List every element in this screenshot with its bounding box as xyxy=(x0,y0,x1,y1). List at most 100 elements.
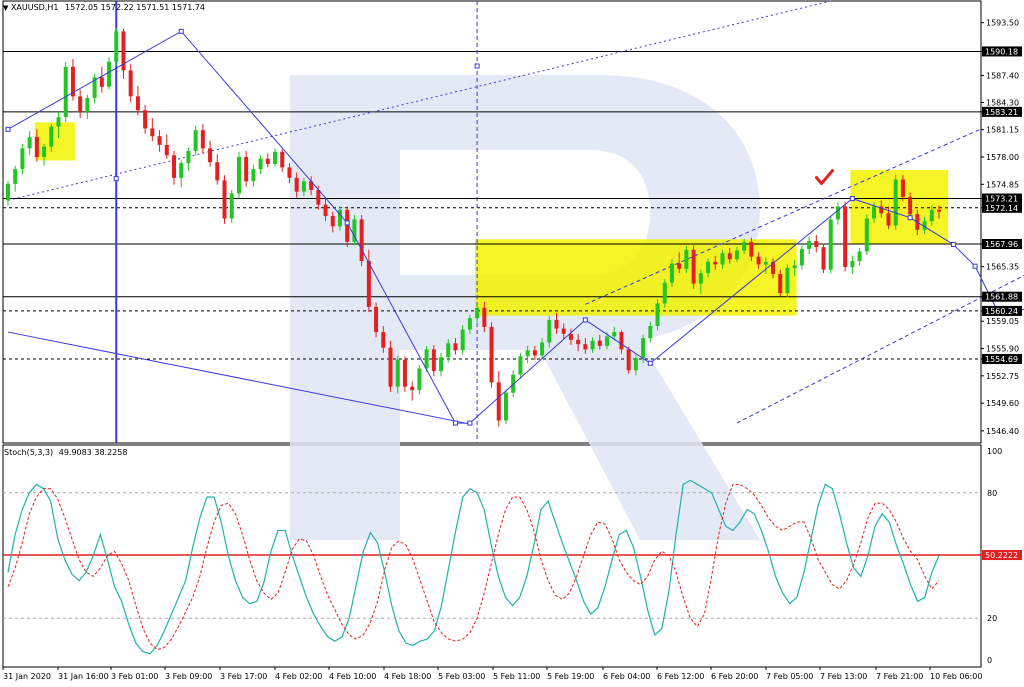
candle-body xyxy=(662,282,667,304)
wave-node xyxy=(972,263,978,269)
candle-body xyxy=(864,218,869,252)
candle xyxy=(900,175,905,202)
candle xyxy=(150,118,155,142)
candle xyxy=(121,28,126,79)
trend-lines xyxy=(7,0,1024,443)
candle xyxy=(107,57,112,90)
candle xyxy=(908,192,913,219)
candle-body xyxy=(374,306,379,333)
candle-body xyxy=(114,31,119,62)
candle-body xyxy=(900,179,905,197)
candle xyxy=(34,129,39,162)
candle xyxy=(662,279,667,308)
candle xyxy=(727,248,732,264)
candle xyxy=(143,105,148,134)
price-label: 1583.21 xyxy=(985,108,1018,117)
candle xyxy=(583,338,588,354)
yellow-zones xyxy=(34,122,949,316)
wave-node xyxy=(950,242,956,248)
candle-body xyxy=(807,241,812,249)
price-tick-label: 1578.00 xyxy=(986,153,1019,162)
candle-body xyxy=(244,157,249,182)
price-label-bg xyxy=(982,106,1022,117)
candle xyxy=(843,202,848,272)
yellow-zone-2 xyxy=(475,239,797,316)
candle xyxy=(540,338,545,359)
candle xyxy=(63,61,68,123)
candle xyxy=(612,326,617,341)
candle xyxy=(439,352,444,377)
candle-body xyxy=(568,333,573,340)
candle xyxy=(42,144,47,166)
symbol-header: ▼ XAUUSD,H1 1572.05 1572.22 1571.51 1571… xyxy=(3,3,205,12)
candle-body xyxy=(922,221,927,230)
candle xyxy=(453,338,458,355)
candle xyxy=(482,301,487,333)
candle xyxy=(814,235,819,253)
candle xyxy=(850,255,855,274)
channel-line-2 xyxy=(7,331,470,425)
candle xyxy=(135,85,140,116)
price-label-bg xyxy=(982,202,1022,213)
candle-body xyxy=(799,248,804,266)
candle-body xyxy=(179,163,184,178)
candle-body xyxy=(576,339,581,345)
candle xyxy=(236,151,241,199)
candle xyxy=(460,325,465,355)
candle-body xyxy=(78,96,83,112)
candles xyxy=(6,27,941,427)
candle xyxy=(742,238,747,255)
candle-body xyxy=(85,98,90,112)
candle-body xyxy=(99,77,104,87)
candle-body xyxy=(135,96,140,111)
price-label-bg xyxy=(982,193,1022,204)
price-label-bg xyxy=(982,291,1022,302)
candle-body xyxy=(366,261,371,307)
candle xyxy=(835,202,840,225)
candle-body xyxy=(323,204,328,216)
wave-node xyxy=(178,28,184,34)
candle xyxy=(410,381,415,401)
candle xyxy=(937,205,941,219)
wave-node xyxy=(849,196,855,202)
candle xyxy=(208,140,213,167)
candle-body xyxy=(280,151,285,168)
candle xyxy=(749,237,754,261)
price-label: 1560.24 xyxy=(985,307,1018,316)
candle-body xyxy=(424,349,429,369)
price-tick-label: 1549.60 xyxy=(986,399,1019,408)
candle xyxy=(633,354,638,376)
candle xyxy=(503,389,508,424)
channel-line-4 xyxy=(736,274,1024,424)
candle xyxy=(771,258,776,279)
candle-body xyxy=(431,349,436,372)
candle xyxy=(467,314,472,334)
candle-body xyxy=(200,130,205,149)
candle-body xyxy=(236,157,241,194)
candle xyxy=(309,176,314,196)
price-tick-label: 1574.85 xyxy=(986,180,1019,189)
candle-body xyxy=(92,77,97,99)
time-tick-label: 31 Jan 2020 xyxy=(3,672,51,681)
candle xyxy=(273,148,278,167)
candle xyxy=(280,149,285,172)
candle xyxy=(677,252,682,274)
candle xyxy=(395,355,400,394)
candle xyxy=(56,111,61,138)
candle xyxy=(287,163,292,183)
candle xyxy=(301,177,306,196)
price-label: 1567.96 xyxy=(985,240,1018,249)
candle-body xyxy=(402,359,407,387)
candle-body xyxy=(843,206,848,268)
candle-body xyxy=(684,249,689,269)
collapse-triangle-icon[interactable]: ▼ xyxy=(3,4,9,12)
candle xyxy=(561,323,566,339)
candle-body xyxy=(309,181,314,190)
candle xyxy=(20,144,25,175)
candle-body xyxy=(229,193,234,219)
candle xyxy=(828,215,833,274)
candle xyxy=(698,269,703,294)
candle xyxy=(388,340,393,392)
vertical-marker-handle-2 xyxy=(474,63,480,69)
